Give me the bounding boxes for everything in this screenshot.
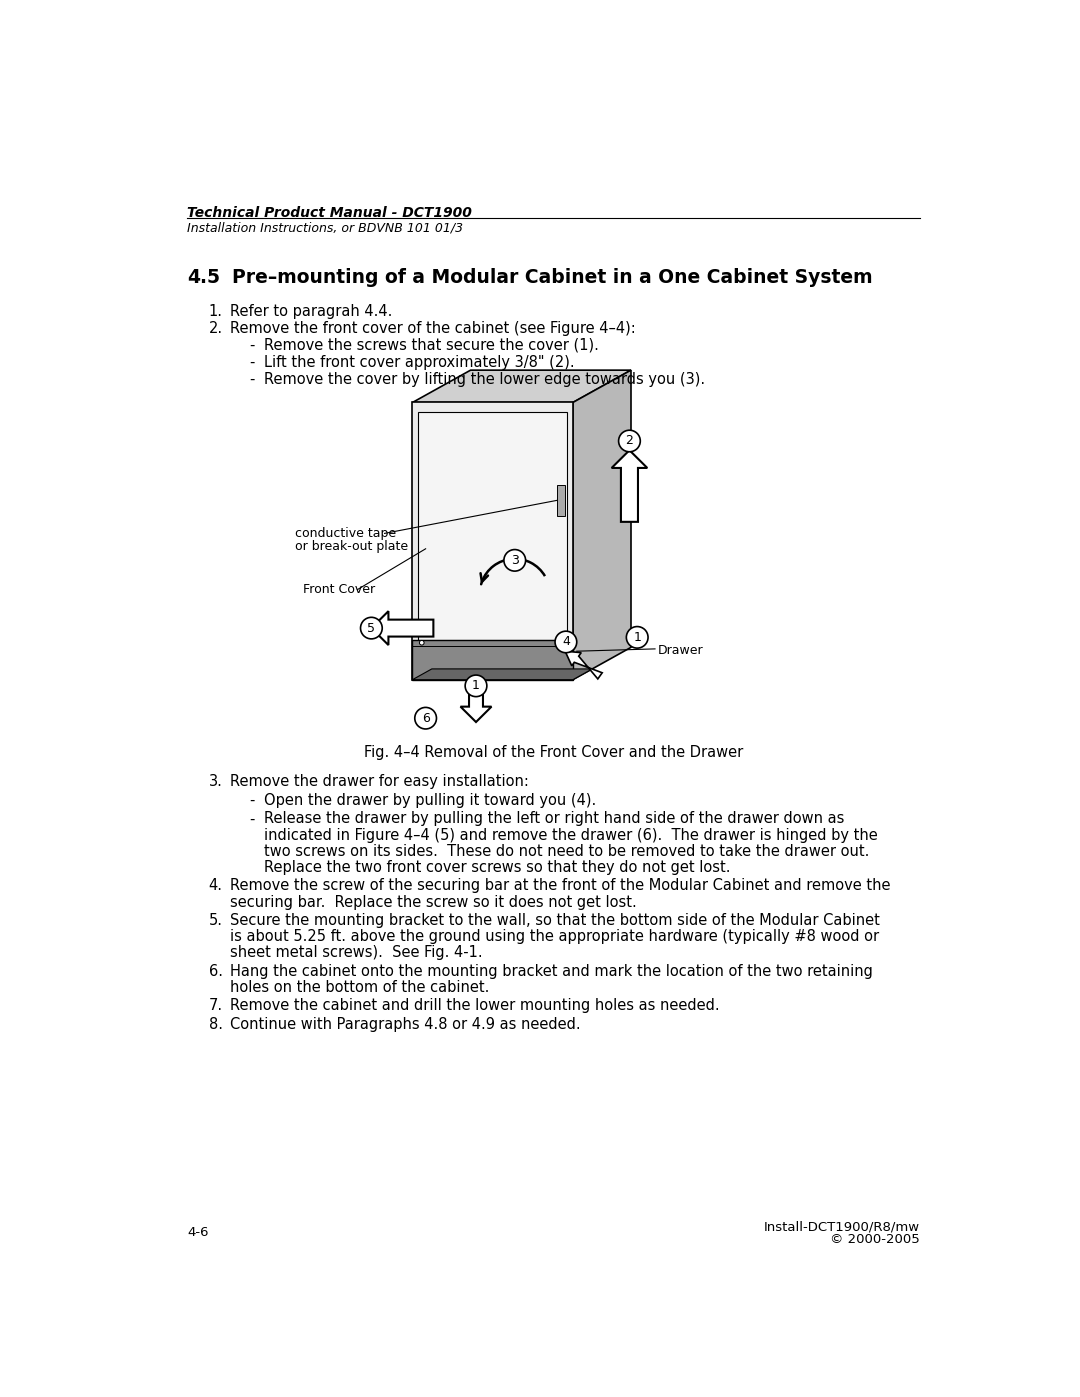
Text: -: - bbox=[248, 355, 254, 370]
Text: 2: 2 bbox=[625, 434, 633, 447]
Polygon shape bbox=[413, 402, 572, 680]
Polygon shape bbox=[565, 651, 603, 679]
Text: Hang the cabinet onto the mounting bracket and mark the location of the two reta: Hang the cabinet onto the mounting brack… bbox=[230, 964, 873, 979]
Text: 4.5: 4.5 bbox=[187, 268, 220, 286]
Text: 6.: 6. bbox=[208, 964, 222, 979]
Text: 1.: 1. bbox=[208, 305, 222, 319]
Text: Pre–mounting of a Modular Cabinet in a One Cabinet System: Pre–mounting of a Modular Cabinet in a O… bbox=[232, 268, 873, 286]
Text: Technical Product Manual - DCT1900: Technical Product Manual - DCT1900 bbox=[187, 207, 472, 221]
Text: Open the drawer by pulling it toward you (4).: Open the drawer by pulling it toward you… bbox=[265, 793, 596, 807]
Text: 3.: 3. bbox=[208, 774, 222, 789]
Text: © 2000-2005: © 2000-2005 bbox=[831, 1234, 920, 1246]
Text: Fig. 4–4 Removal of the Front Cover and the Drawer: Fig. 4–4 Removal of the Front Cover and … bbox=[364, 745, 743, 760]
Text: 3: 3 bbox=[511, 553, 518, 567]
Text: two screws on its sides.  These do not need to be removed to take the drawer out: two screws on its sides. These do not ne… bbox=[265, 844, 869, 859]
Text: is about 5.25 ft. above the ground using the appropriate hardware (typically #8 : is about 5.25 ft. above the ground using… bbox=[230, 929, 879, 944]
Text: conductive tape: conductive tape bbox=[296, 527, 396, 541]
Circle shape bbox=[504, 549, 526, 571]
Polygon shape bbox=[418, 412, 567, 640]
Polygon shape bbox=[460, 687, 491, 722]
Text: 5: 5 bbox=[367, 622, 376, 634]
Text: Remove the drawer for easy installation:: Remove the drawer for easy installation: bbox=[230, 774, 528, 789]
Text: Refer to paragrah 4.4.: Refer to paragrah 4.4. bbox=[230, 305, 392, 319]
Text: Front Cover: Front Cover bbox=[303, 584, 376, 597]
Text: 1: 1 bbox=[472, 679, 480, 693]
Circle shape bbox=[562, 640, 566, 645]
Text: -: - bbox=[248, 793, 254, 807]
Text: Continue with Paragraphs 4.8 or 4.9 as needed.: Continue with Paragraphs 4.8 or 4.9 as n… bbox=[230, 1017, 580, 1032]
Polygon shape bbox=[413, 370, 631, 402]
Text: sheet metal screws).  See Fig. 4-1.: sheet metal screws). See Fig. 4-1. bbox=[230, 946, 482, 960]
Text: 2.: 2. bbox=[208, 321, 222, 335]
Polygon shape bbox=[556, 485, 565, 515]
Text: -: - bbox=[248, 338, 254, 353]
Polygon shape bbox=[372, 610, 433, 645]
Text: securing bar.  Replace the screw so it does not get lost.: securing bar. Replace the screw so it do… bbox=[230, 894, 636, 909]
Text: Remove the screws that secure the cover (1).: Remove the screws that secure the cover … bbox=[265, 338, 599, 353]
Text: Installation Instructions, or BDVNB 101 01/3: Installation Instructions, or BDVNB 101 … bbox=[187, 222, 463, 235]
Circle shape bbox=[465, 675, 487, 697]
Text: Remove the cabinet and drill the lower mounting holes as needed.: Remove the cabinet and drill the lower m… bbox=[230, 999, 719, 1013]
Circle shape bbox=[619, 430, 640, 451]
Text: Drawer: Drawer bbox=[658, 644, 704, 657]
Text: 4.: 4. bbox=[208, 879, 222, 893]
Text: 1: 1 bbox=[633, 631, 642, 644]
Polygon shape bbox=[611, 450, 647, 522]
Text: Secure the mounting bracket to the wall, so that the bottom side of the Modular : Secure the mounting bracket to the wall,… bbox=[230, 914, 879, 928]
Text: or break-out plate: or break-out plate bbox=[296, 539, 408, 553]
Text: 8.: 8. bbox=[208, 1017, 222, 1032]
Circle shape bbox=[361, 617, 382, 638]
Text: indicated in Figure 4–4 (5) and remove the drawer (6).  The drawer is hinged by : indicated in Figure 4–4 (5) and remove t… bbox=[265, 827, 878, 842]
Circle shape bbox=[555, 631, 577, 652]
Circle shape bbox=[626, 627, 648, 648]
Circle shape bbox=[415, 707, 436, 729]
Text: -: - bbox=[248, 372, 254, 387]
Polygon shape bbox=[413, 640, 572, 680]
Polygon shape bbox=[413, 669, 592, 680]
Text: Release the drawer by pulling the left or right hand side of the drawer down as: Release the drawer by pulling the left o… bbox=[265, 812, 845, 827]
Text: Remove the front cover of the cabinet (see Figure 4–4):: Remove the front cover of the cabinet (s… bbox=[230, 321, 635, 335]
Text: 6: 6 bbox=[421, 711, 430, 725]
Text: holes on the bottom of the cabinet.: holes on the bottom of the cabinet. bbox=[230, 979, 489, 995]
Text: -: - bbox=[248, 812, 254, 827]
Text: 4-6: 4-6 bbox=[187, 1227, 208, 1239]
Text: 7.: 7. bbox=[208, 999, 222, 1013]
Text: Install-DCT1900/R8/mw: Install-DCT1900/R8/mw bbox=[764, 1221, 920, 1234]
Text: 5.: 5. bbox=[208, 914, 222, 928]
Text: Remove the screw of the securing bar at the front of the Modular Cabinet and rem: Remove the screw of the securing bar at … bbox=[230, 879, 890, 893]
Text: Replace the two front cover screws so that they do not get lost.: Replace the two front cover screws so th… bbox=[265, 861, 731, 875]
Text: Lift the front cover approximately 3/8" (2).: Lift the front cover approximately 3/8" … bbox=[265, 355, 575, 370]
Circle shape bbox=[419, 640, 424, 645]
Text: 4: 4 bbox=[562, 636, 570, 648]
Polygon shape bbox=[572, 370, 631, 680]
Text: Remove the cover by lifting the lower edge towards you (3).: Remove the cover by lifting the lower ed… bbox=[265, 372, 705, 387]
